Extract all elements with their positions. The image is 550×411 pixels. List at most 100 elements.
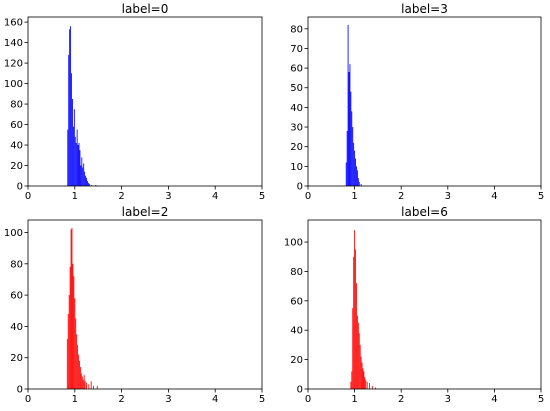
histogram-bar xyxy=(357,322,359,389)
histogram-bar xyxy=(354,230,356,389)
y-tick-label: 40 xyxy=(10,141,23,152)
y-tick-label: 0 xyxy=(17,385,23,396)
histogram-bar xyxy=(364,377,366,389)
histogram-bar xyxy=(88,183,90,186)
y-tick-label: 50 xyxy=(290,83,303,94)
histogram-panel: 0 1 2 3 4 5 0 20 40 60 80 100 label=6 xyxy=(284,205,544,405)
histogram-bar xyxy=(83,374,85,389)
histogram-bar xyxy=(70,26,72,186)
histogram-bar xyxy=(87,180,88,186)
histogram-bar xyxy=(369,383,370,389)
histogram-bar xyxy=(78,142,80,186)
histogram-bar xyxy=(348,72,350,186)
panel-title: label=2 xyxy=(122,205,169,219)
histogram-bar xyxy=(354,150,356,186)
histogram-bar xyxy=(90,184,92,186)
histogram-bar xyxy=(80,165,82,186)
y-tick-label: 20 xyxy=(290,355,303,366)
histogram-bar xyxy=(72,126,74,186)
y-tick-label: 80 xyxy=(10,100,23,111)
x-tick-label: 5 xyxy=(538,191,544,202)
histogram-bar xyxy=(361,362,363,389)
axes-frame xyxy=(307,16,542,187)
histogram-bar xyxy=(80,373,82,389)
histogram-bar xyxy=(351,371,353,389)
histogram-bar xyxy=(82,167,84,186)
histogram-bar xyxy=(79,360,80,389)
histogram-bar xyxy=(90,381,92,389)
x-tick-label: 5 xyxy=(538,394,544,405)
histogram-bar xyxy=(84,381,86,389)
histogram-bar xyxy=(355,249,356,389)
histogram-bar xyxy=(74,136,76,186)
panel-title: label=0 xyxy=(122,2,169,16)
histogram-bar xyxy=(358,333,360,389)
y-tick-label: 20 xyxy=(10,353,23,364)
histogram-bar xyxy=(75,318,77,389)
x-tick-label: 1 xyxy=(351,394,357,405)
histogram-bar xyxy=(84,171,86,186)
y-tick-label: 20 xyxy=(10,161,23,172)
histogram-bar xyxy=(79,367,81,389)
histogram-bar xyxy=(357,178,359,186)
histogram-bar xyxy=(78,354,79,389)
histogram-bar xyxy=(66,338,68,389)
y-tick-label: 0 xyxy=(297,385,303,396)
histogram-bar xyxy=(93,385,94,389)
histogram-bar xyxy=(350,91,352,186)
y-tick-label: 60 xyxy=(10,120,23,131)
histogram-bar xyxy=(77,145,79,186)
x-tick-label: 2 xyxy=(398,191,404,202)
y-tick-label: 40 xyxy=(290,326,303,337)
x-tick-label: 0 xyxy=(25,191,31,202)
histogram-bar xyxy=(67,129,69,186)
histogram-bar xyxy=(351,111,353,186)
histogram-bar xyxy=(363,371,365,389)
histogram-bar xyxy=(77,345,79,389)
histogram-bar xyxy=(96,385,98,389)
histogram-bar xyxy=(356,170,358,186)
x-tick-label: 2 xyxy=(118,191,124,202)
histogram-bar xyxy=(360,184,362,186)
histogram-bar xyxy=(76,334,78,389)
histogram-bar xyxy=(68,295,70,389)
histogram-bar xyxy=(352,127,354,186)
histogram-bar xyxy=(349,64,351,186)
histogram-bar xyxy=(71,227,73,389)
histogram-bar xyxy=(86,382,87,389)
axes-frame xyxy=(307,219,542,390)
histogram-panel: 0 1 2 3 4 5 0 20 40 60 80 100 label=2 xyxy=(4,205,265,405)
x-tick-label: 2 xyxy=(398,394,404,405)
y-tick-label: 160 xyxy=(4,18,23,29)
x-tick-label: 3 xyxy=(165,191,171,202)
x-tick-label: 4 xyxy=(491,191,497,202)
histogram-bar xyxy=(79,150,81,186)
histogram-bar xyxy=(356,283,357,389)
histogram-bar xyxy=(346,130,348,186)
histogram-bar xyxy=(353,142,355,186)
y-tick-label: 120 xyxy=(4,59,23,70)
x-tick-label: 0 xyxy=(25,394,31,405)
histogram-bar xyxy=(67,313,69,389)
panel-title: label=6 xyxy=(401,205,448,219)
x-tick-label: 3 xyxy=(445,191,451,202)
histogram-bar xyxy=(73,276,75,389)
histogram-bar xyxy=(81,157,83,186)
histogram-bar xyxy=(72,263,74,389)
histogram-bar xyxy=(366,381,368,389)
histogram-bar xyxy=(87,182,89,186)
histogram-bar xyxy=(350,381,352,389)
axes-frame xyxy=(27,16,263,187)
histogram-bar xyxy=(86,177,87,186)
x-tick-label: 4 xyxy=(212,191,218,202)
y-tick-label: 60 xyxy=(10,291,23,302)
y-tick-label: 0 xyxy=(17,182,23,193)
histogram-bar xyxy=(76,129,78,186)
histogram-bar xyxy=(72,98,73,186)
x-tick-label: 2 xyxy=(118,394,124,405)
y-tick-label: 100 xyxy=(4,79,23,90)
x-tick-label: 5 xyxy=(259,191,265,202)
histogram-bar xyxy=(371,386,373,389)
histogram-bar xyxy=(360,356,362,389)
